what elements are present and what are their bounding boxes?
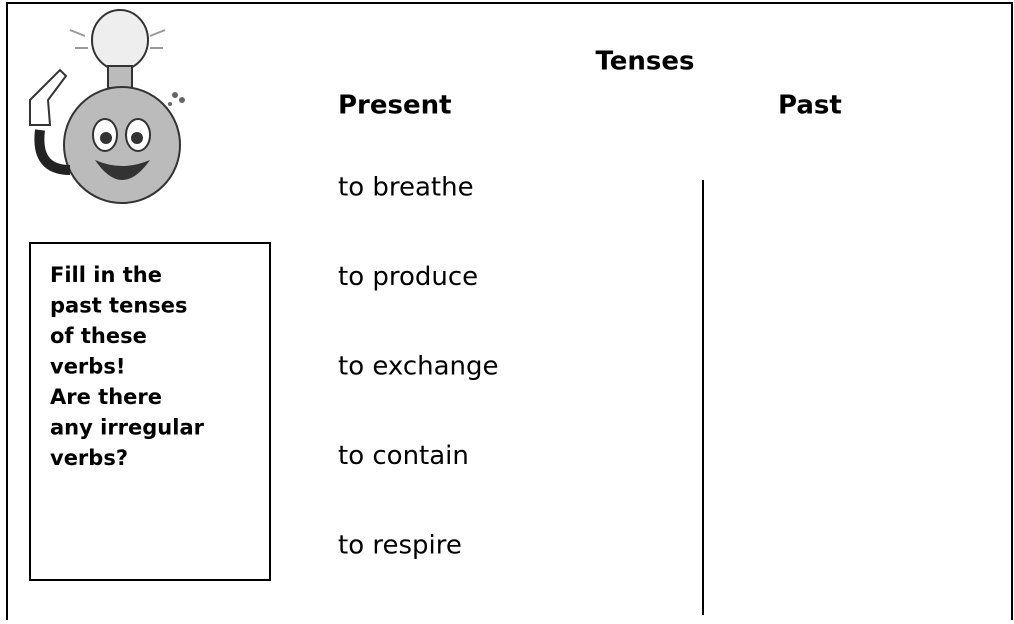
page-frame — [6, 2, 1013, 624]
verb: to exchange — [338, 352, 499, 382]
past-header: Past — [778, 91, 842, 121]
instruction-line: verbs! — [50, 355, 125, 379]
instruction-line: Are there — [50, 385, 162, 409]
instruction-line: past tenses — [50, 294, 188, 318]
verb: to respire — [338, 531, 462, 561]
instruction-line: Fill in the — [50, 263, 162, 287]
verb: to breathe — [338, 173, 474, 203]
instruction-box — [29, 242, 271, 581]
instruction-line: verbs? — [50, 446, 128, 470]
lightbulb-mascot — [29, 9, 185, 204]
verb: to produce — [338, 262, 478, 292]
present-header: Present — [338, 91, 452, 121]
instruction-line: of these — [50, 324, 147, 348]
title: Tenses — [595, 47, 694, 77]
instruction-line: any irregular — [50, 416, 205, 440]
verb: to contain — [338, 441, 469, 471]
